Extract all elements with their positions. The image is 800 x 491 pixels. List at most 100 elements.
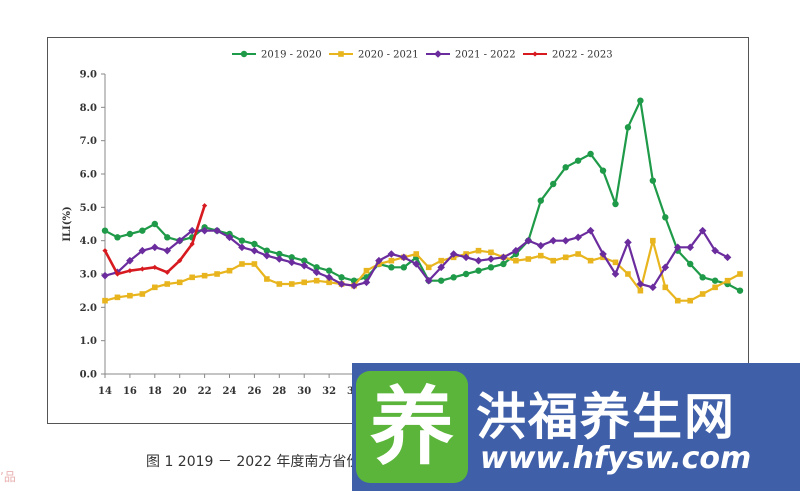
legend-label-2: 2020 - 2021 xyxy=(358,50,419,61)
data-point-series-1 xyxy=(649,177,657,184)
data-point-series-2 xyxy=(587,257,594,264)
data-point-series-3 xyxy=(449,250,458,258)
data-point-series-2 xyxy=(326,279,332,286)
data-point-series-2 xyxy=(102,297,108,304)
data-point-series-2 xyxy=(164,281,171,287)
data-point-series-1 xyxy=(462,270,470,278)
data-point-series-2 xyxy=(189,274,195,281)
data-point-series-3 xyxy=(387,250,396,258)
data-point-series-2 xyxy=(226,267,233,274)
legend-marker-3 xyxy=(434,50,442,58)
data-point-series-2 xyxy=(251,261,258,267)
y-tick-label: 0.0 xyxy=(80,370,97,381)
data-point-series-1 xyxy=(101,227,109,234)
data-point-series-1 xyxy=(637,97,644,104)
y-tick-label: 2.0 xyxy=(80,303,97,314)
data-point-series-2 xyxy=(201,272,208,279)
data-point-series-2 xyxy=(475,247,482,254)
data-point-series-3 xyxy=(375,256,383,265)
data-point-series-3 xyxy=(574,233,582,242)
data-point-series-3 xyxy=(287,258,296,267)
data-point-series-2 xyxy=(288,281,295,287)
legend-marker-1 xyxy=(240,50,248,58)
data-point-series-3 xyxy=(138,246,147,255)
data-point-series-2 xyxy=(176,279,183,286)
data-point-series-1 xyxy=(500,260,507,268)
x-tick-label: 20 xyxy=(173,386,187,397)
data-point-series-1 xyxy=(388,264,395,271)
data-point-series-1 xyxy=(325,267,333,274)
data-point-series-1 xyxy=(612,200,619,208)
watermark-banner: 养 洪福养生网 www.hfysw.com xyxy=(352,363,800,491)
data-point-series-3 xyxy=(250,246,259,255)
data-point-series-1 xyxy=(699,274,706,281)
x-tick-label: 24 xyxy=(223,386,237,397)
data-point-series-3 xyxy=(661,263,670,272)
y-tick-label: 6.0 xyxy=(80,170,97,181)
data-point-series-1 xyxy=(126,230,134,238)
legend-marker-2 xyxy=(338,51,344,57)
data-point-series-3 xyxy=(636,280,645,288)
data-point-series-1 xyxy=(450,274,457,281)
data-point-series-2 xyxy=(264,276,270,282)
data-point-series-2 xyxy=(239,261,245,267)
data-point-series-2 xyxy=(413,251,420,257)
data-point-series-1 xyxy=(736,287,744,294)
data-point-series-1 xyxy=(263,247,271,254)
data-point-series-3 xyxy=(686,243,694,252)
y-tick-label: 3.0 xyxy=(80,270,97,281)
y-axis-label: ILI(%) xyxy=(62,206,73,241)
y-tick-label: 1.0 xyxy=(80,336,97,347)
data-point-series-3 xyxy=(698,226,707,235)
y-tick-label: 7.0 xyxy=(80,136,97,147)
data-point-series-2 xyxy=(276,281,283,287)
data-point-series-1 xyxy=(313,264,320,271)
data-point-series-2 xyxy=(625,271,631,277)
data-point-series-1 xyxy=(599,167,607,174)
data-point-series-1 xyxy=(164,234,171,241)
x-tick-label: 16 xyxy=(123,386,137,397)
data-point-series-2 xyxy=(737,271,743,277)
data-point-series-1 xyxy=(338,274,345,281)
data-point-series-3 xyxy=(325,273,333,282)
chart-frame: 0.0 1.0 2.0 3.0 4.0 5.0 6.0 7.0 8.0 9.0 14 16 18 20 22… xyxy=(47,37,749,424)
data-point-series-3 xyxy=(673,243,682,252)
legend-label-3: 2021 - 2022 xyxy=(455,50,516,61)
data-point-series-1 xyxy=(139,227,146,234)
data-point-series-2 xyxy=(214,271,220,277)
data-point-series-1 xyxy=(437,277,445,284)
data-point-series-2 xyxy=(650,237,656,244)
data-point-series-2 xyxy=(637,287,644,294)
data-point-series-3 xyxy=(337,280,346,288)
data-point-series-2 xyxy=(550,257,557,264)
data-point-series-3 xyxy=(412,260,421,268)
data-point-series-2 xyxy=(127,292,133,299)
data-point-series-2 xyxy=(313,277,320,284)
y-tick-label: 8.0 xyxy=(80,103,97,114)
data-point-series-1 xyxy=(400,264,408,271)
data-point-series-3 xyxy=(400,253,408,262)
data-point-series-3 xyxy=(312,268,321,277)
data-point-series-3 xyxy=(126,256,134,265)
data-point-series-1 xyxy=(276,250,283,258)
data-point-series-1 xyxy=(251,240,258,248)
data-point-series-3 xyxy=(275,255,284,263)
data-point-series-1 xyxy=(301,257,308,264)
data-point-series-3 xyxy=(599,250,607,258)
data-point-series-3 xyxy=(200,226,209,235)
data-point-series-1 xyxy=(151,220,159,228)
data-point-series-3 xyxy=(512,246,520,255)
data-point-series-2 xyxy=(425,264,432,271)
data-point-series-2 xyxy=(562,254,569,261)
data-point-series-3 xyxy=(175,236,184,245)
data-point-series-1 xyxy=(537,197,544,204)
series-line-1 xyxy=(104,99,741,292)
data-point-series-3 xyxy=(424,276,433,285)
x-tick-label: 18 xyxy=(148,386,162,397)
data-point-series-3 xyxy=(711,246,719,255)
data-point-series-3 xyxy=(437,263,445,272)
data-point-series-1 xyxy=(487,264,495,271)
data-point-series-3 xyxy=(474,256,483,265)
y-tick-label: 9.0 xyxy=(80,70,97,81)
data-point-series-1 xyxy=(711,277,719,284)
